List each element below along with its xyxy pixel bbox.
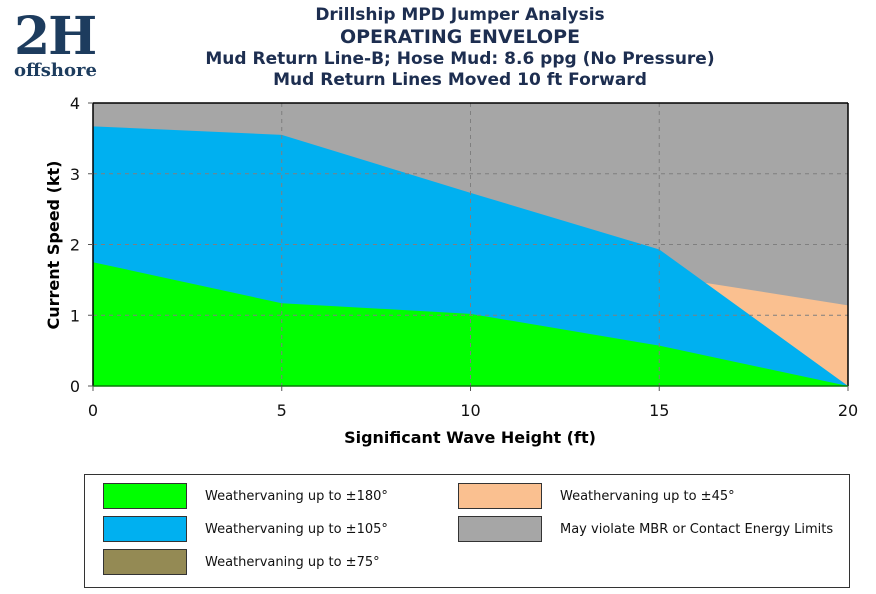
y-tick-label: 3 [70, 165, 80, 184]
legend-label-105: Weathervaning up to ±105° [205, 521, 388, 537]
legend-item-75: Weathervaning up to ±75° [103, 547, 380, 577]
tick-labels: 0 5 10 15 20 0 1 2 3 4 [70, 94, 858, 420]
y-tick-label: 1 [70, 306, 80, 325]
legend-swatch-75 [103, 549, 187, 575]
chart-legend: Weathervaning up to ±180° Weathervaning … [84, 474, 850, 588]
x-tick-label: 15 [649, 401, 669, 420]
legend-label-45: Weathervaning up to ±45° [560, 488, 735, 504]
x-tick-label: 0 [88, 401, 98, 420]
chart-subtitle-line4: Mud Return Lines Moved 10 ft Forward [273, 70, 647, 90]
area-weathervaning-up-to-180 [93, 262, 848, 386]
company-logo: 2H offshore [14, 6, 104, 81]
operating-envelope-chart: 0 5 10 15 20 0 1 2 3 4 Significant Wave Height (f… [44, 94, 858, 447]
legend-label-75: Weathervaning up to ±75° [205, 554, 380, 570]
y-tick-label: 2 [70, 236, 80, 255]
legend-label-limits: May violate MBR or Contact Energy Limits [560, 521, 834, 537]
logo-mark: 2H [14, 6, 97, 67]
x-tick-label: 10 [460, 401, 480, 420]
legend-item-45: Weathervaning up to ±45° [458, 481, 735, 511]
chart-title-block: Drillship MPD Jumper Analysis OPERATING … [180, 5, 740, 91]
chart-title-line1: Drillship MPD Jumper Analysis [315, 5, 605, 25]
legend-item-limits: May violate MBR or Contact Energy Limits [458, 514, 833, 544]
y-tick-label: 0 [70, 377, 80, 396]
y-axis-label: Current Speed (kt) [44, 161, 63, 330]
grid-layer [93, 103, 848, 386]
legend-item-105: Weathervaning up to ±105° [103, 514, 388, 544]
legend-swatch-45 [458, 483, 542, 509]
legend-swatch-limits [458, 516, 542, 542]
x-tick-label: 5 [277, 401, 287, 420]
legend-swatch-180 [103, 483, 187, 509]
x-tick-label: 20 [838, 401, 858, 420]
chart-subtitle-line3: Mud Return Line-B; Hose Mud: 8.6 ppg (No… [205, 49, 715, 69]
logo-subtext: offshore [14, 60, 97, 81]
x-axis-label: Significant Wave Height (ft) [344, 428, 596, 447]
legend-swatch-105 [103, 516, 187, 542]
legend-label-180: Weathervaning up to ±180° [205, 488, 388, 504]
chart-title-line2: OPERATING ENVELOPE [339, 26, 581, 48]
legend-item-180: Weathervaning up to ±180° [103, 481, 388, 511]
y-tick-label: 4 [70, 94, 80, 113]
